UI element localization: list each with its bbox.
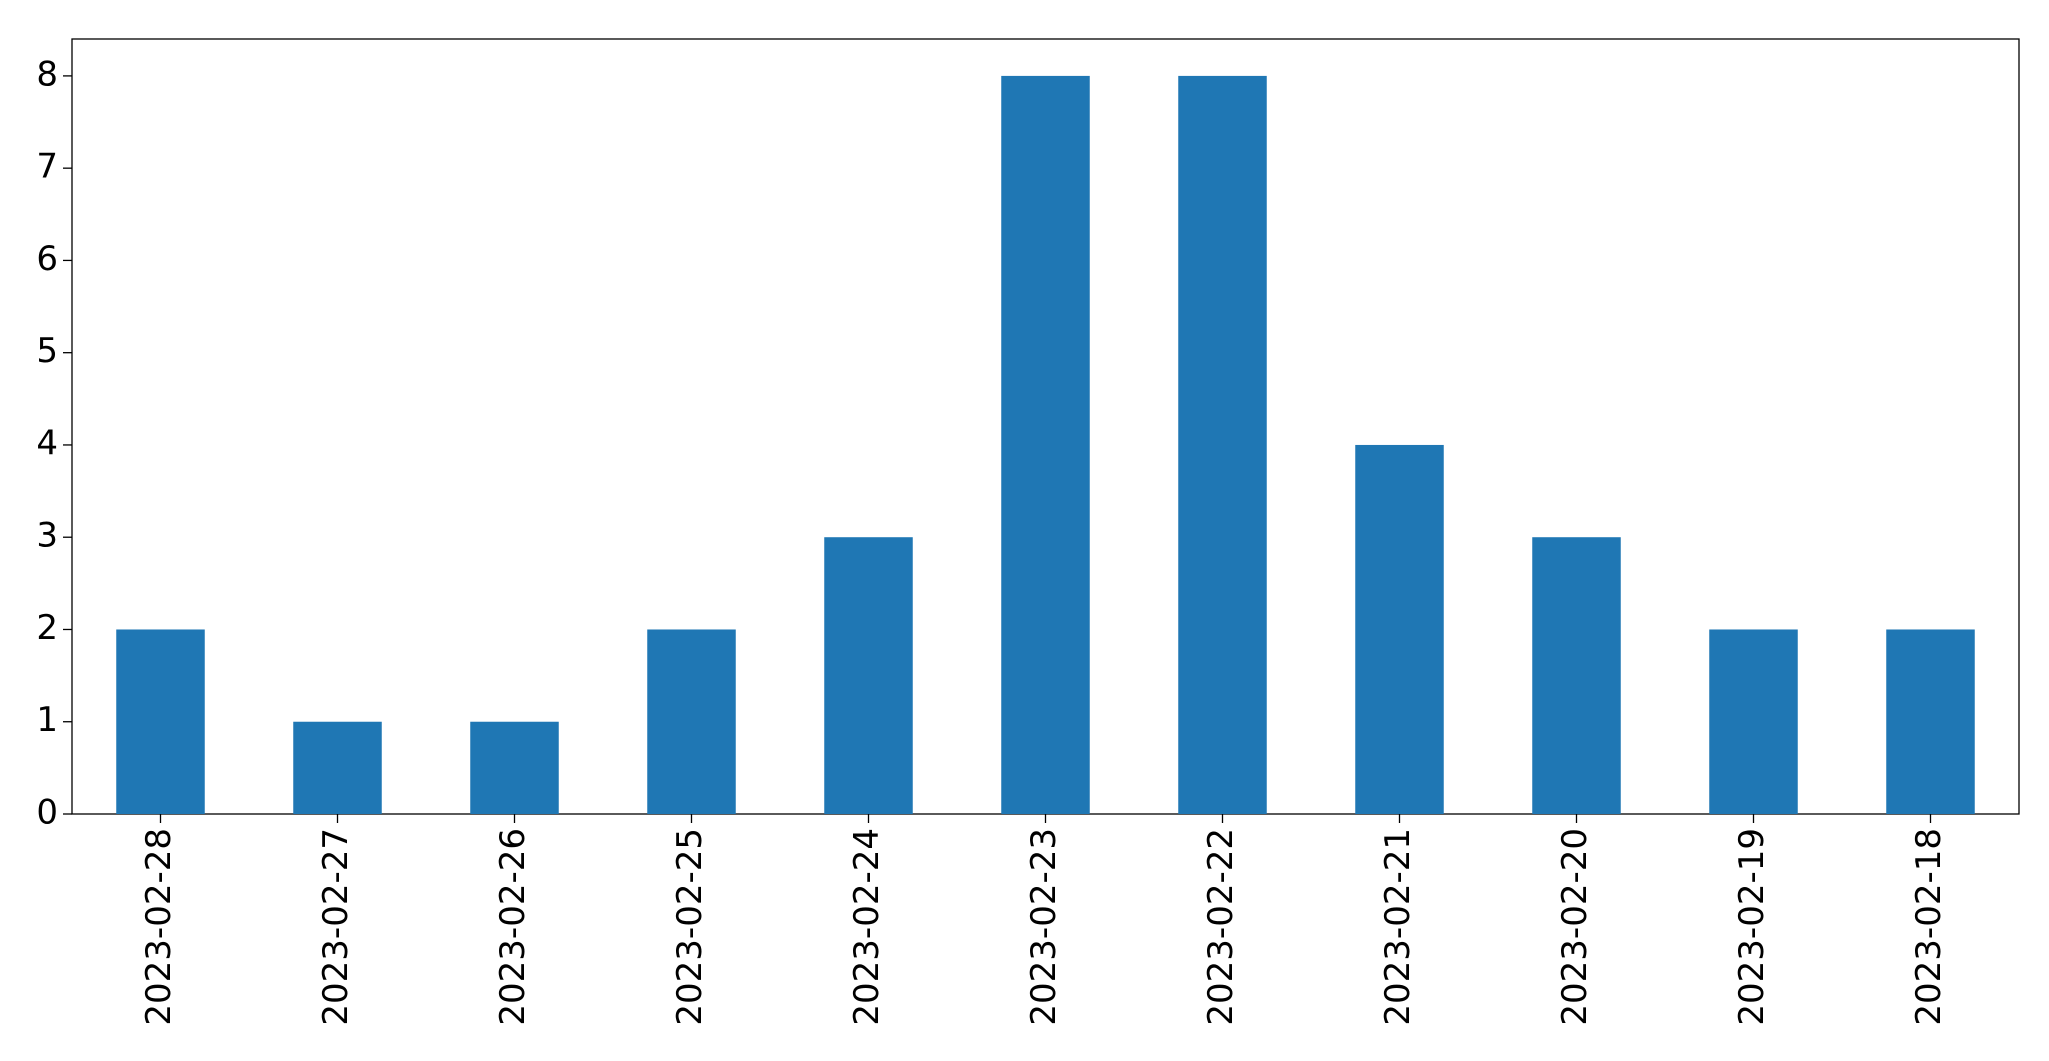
x-tick-label: 2023-02-21 <box>1378 828 1418 1026</box>
x-tick-label: 2023-02-28 <box>139 828 179 1026</box>
y-tick-label: 1 <box>36 700 58 740</box>
bar <box>1886 629 1975 814</box>
bar <box>1355 444 1444 814</box>
bar <box>1001 75 1090 814</box>
x-tick-label: 2023-02-18 <box>1909 828 1949 1026</box>
bar <box>293 721 382 814</box>
bar <box>1532 537 1621 814</box>
x-tick-label: 2023-02-22 <box>1201 828 1241 1026</box>
y-tick-label: 7 <box>36 147 58 187</box>
bar <box>824 537 913 814</box>
bar <box>116 629 205 814</box>
y-tick-label: 4 <box>36 423 58 463</box>
x-tick-label: 2023-02-24 <box>847 828 887 1026</box>
y-tick-label: 8 <box>36 54 58 94</box>
bar <box>647 629 736 814</box>
y-tick-label: 0 <box>36 793 58 833</box>
x-tick-label: 2023-02-20 <box>1555 828 1595 1026</box>
y-tick-label: 6 <box>36 239 58 279</box>
bar <box>1709 629 1798 814</box>
y-tick-label: 5 <box>36 331 58 371</box>
y-tick-label: 2 <box>36 608 58 648</box>
bar <box>470 721 559 814</box>
x-tick-label: 2023-02-19 <box>1732 828 1772 1026</box>
x-tick-label: 2023-02-27 <box>316 828 356 1026</box>
x-tick-label: 2023-02-26 <box>493 828 533 1026</box>
x-tick-label: 2023-02-23 <box>1024 828 1064 1026</box>
x-tick-label: 2023-02-25 <box>670 828 710 1026</box>
y-tick-label: 3 <box>36 516 58 556</box>
bar <box>1178 75 1267 814</box>
